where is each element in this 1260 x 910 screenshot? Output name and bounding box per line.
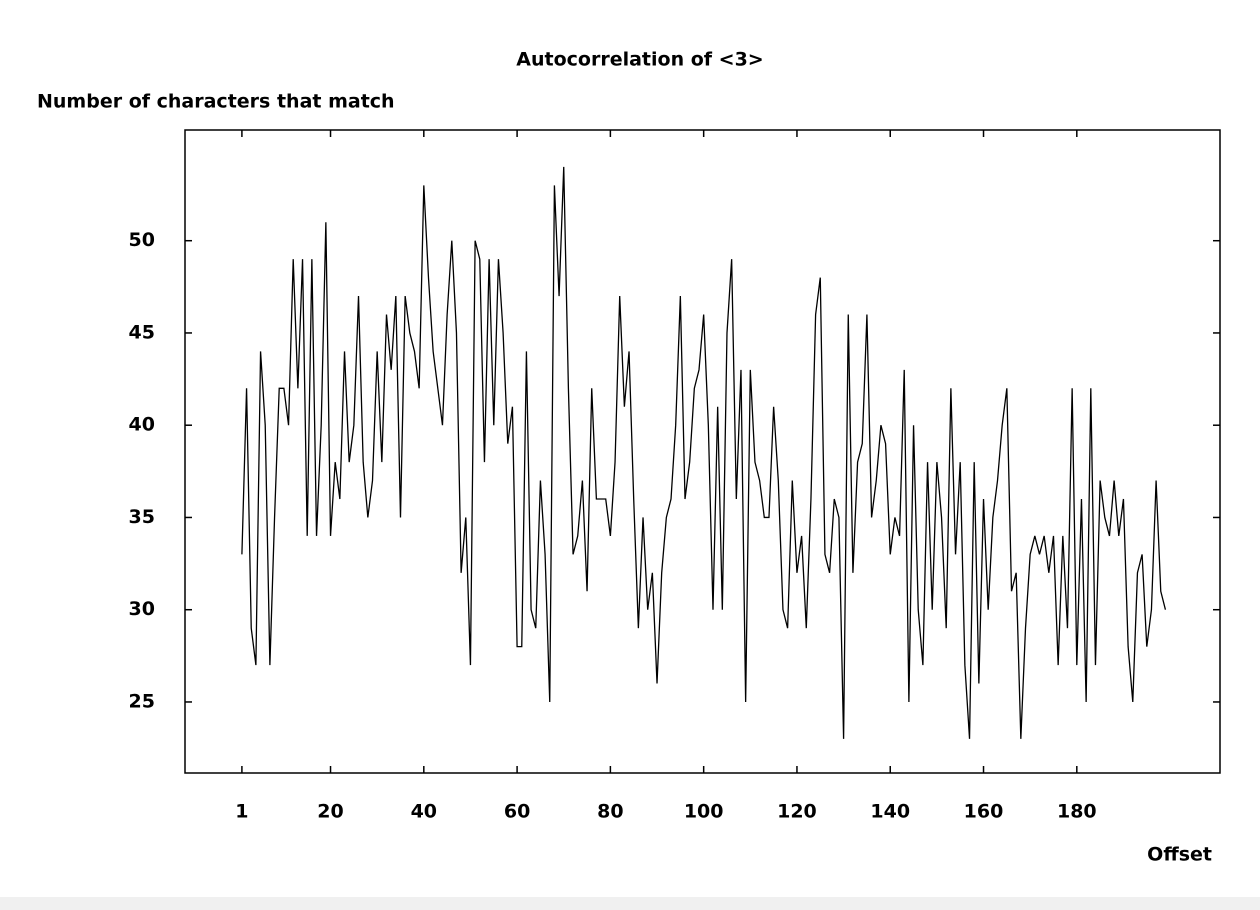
y-tick-label: 30 — [129, 598, 155, 620]
chart-title: Autocorrelation of <3> — [516, 49, 763, 71]
x-tick-label: 1 — [235, 801, 248, 823]
x-axis-label: Offset — [1147, 844, 1212, 866]
x-tick-label: 80 — [597, 801, 623, 823]
y-tick-label: 25 — [129, 690, 155, 712]
x-tick-label: 60 — [504, 801, 530, 823]
data-line — [241, 166, 1167, 739]
x-tick-label: 100 — [684, 801, 724, 823]
x-tick-label: 20 — [317, 801, 343, 823]
x-tick-label: 160 — [964, 801, 1004, 823]
status-strip — [0, 897, 1260, 910]
y-tick-label: 40 — [129, 414, 155, 436]
y-tick-label: 35 — [129, 506, 155, 528]
y-axis-label: Number of characters that match — [37, 91, 395, 113]
x-tick-label: 180 — [1057, 801, 1097, 823]
y-tick-label: 45 — [129, 321, 155, 343]
x-tick-label: 120 — [777, 801, 817, 823]
plot-frame — [184, 129, 1221, 774]
x-tick-label: 140 — [870, 801, 910, 823]
x-tick-label: 40 — [411, 801, 437, 823]
y-tick-label: 50 — [129, 229, 155, 251]
